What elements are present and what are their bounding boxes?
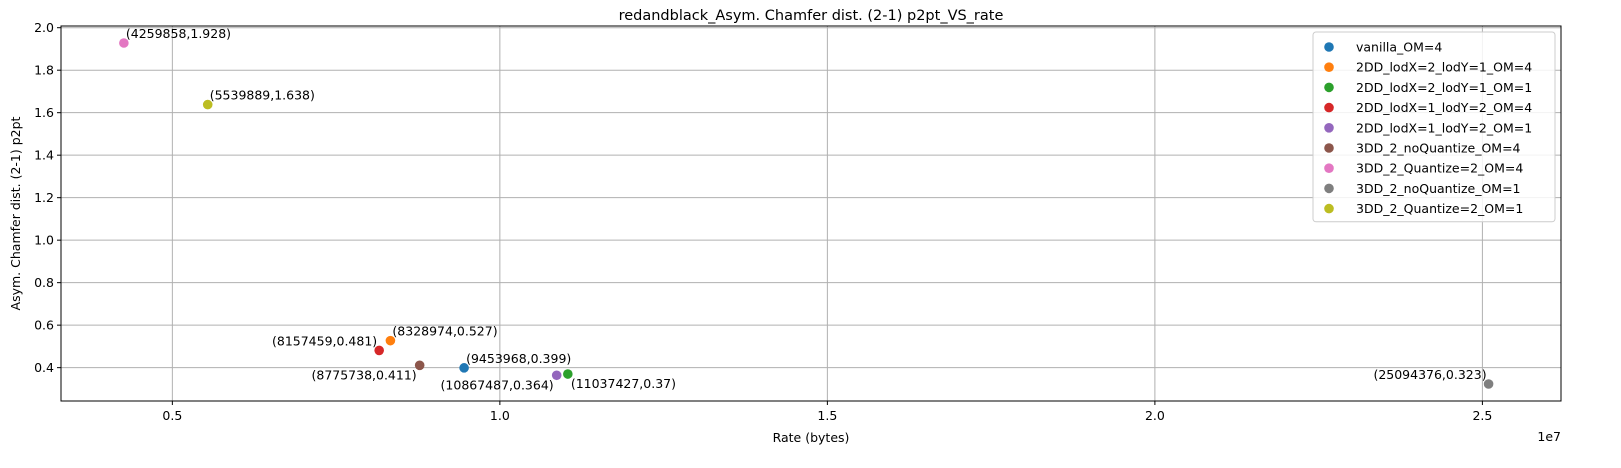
grid-lines <box>61 26 1561 401</box>
legend-marker <box>1324 102 1334 113</box>
y-tick-label: 1.8 <box>34 63 54 78</box>
legend-marker <box>1324 42 1334 52</box>
x-tick-label: 1.5 <box>817 408 837 423</box>
chart-title: redandblack_Asym. Chamfer dist. (2-1) p2… <box>619 8 1004 24</box>
legend-label: 3DD_2_noQuantize_OM=4 <box>1356 141 1521 156</box>
x-tick-label: 2.0 <box>1145 408 1165 423</box>
y-axis-ticks: 0.4 0.6 0.8 1.0 1.2 1.4 1.6 1.8 2.0 <box>34 20 61 375</box>
legend-marker <box>1324 143 1334 153</box>
data-point <box>414 360 425 371</box>
legend-label: 3DD_2_Quantize=2_OM=1 <box>1356 201 1523 216</box>
data-points <box>119 38 1494 389</box>
data-point <box>202 99 213 110</box>
y-tick-label: 1.2 <box>34 190 54 205</box>
x-tick-label: 1.0 <box>490 408 510 423</box>
legend-label: 3DD_2_noQuantize_OM=1 <box>1356 181 1521 196</box>
x-axis-ticks: 0.5 1.0 1.5 2.0 2.5 <box>162 401 1492 423</box>
y-tick-label: 0.6 <box>34 318 54 333</box>
data-point <box>459 363 469 373</box>
legend-label: vanilla_OM=4 <box>1356 40 1442 55</box>
data-point <box>374 345 384 356</box>
point-label: (4259858,1.928) <box>126 26 231 41</box>
legend-label: 3DD_2_Quantize=2_OM=4 <box>1356 161 1523 176</box>
data-point <box>119 38 129 48</box>
legend-marker <box>1324 123 1334 133</box>
legend-label: 2DD_lodX=1_lodY=2_OM=1 <box>1356 120 1532 135</box>
legend-marker <box>1324 183 1334 194</box>
y-tick-label: 1.4 <box>34 148 54 163</box>
x-axis-label: Rate (bytes) <box>773 430 850 445</box>
legend: vanilla_OM=4 2DD_lodX=2_lodY=1_OM=4 2DD_lo… <box>1312 31 1556 223</box>
y-tick-label: 1.0 <box>34 233 54 248</box>
data-point <box>551 370 562 381</box>
legend-marker <box>1324 82 1334 93</box>
y-tick-label: 1.6 <box>34 105 54 120</box>
legend-frame <box>1312 31 1556 223</box>
legend-marker <box>1324 62 1334 72</box>
point-label: (10867487,0.364) <box>441 377 554 392</box>
legend-label: 2DD_lodX=2_lodY=1_OM=4 <box>1356 60 1532 75</box>
y-tick-label: 2.0 <box>34 20 54 35</box>
y-tick-label: 0.4 <box>34 360 54 375</box>
point-label: (8775738,0.411) <box>311 367 416 382</box>
data-point <box>1483 379 1494 389</box>
x-axis-offset-label: 1e7 <box>1537 429 1561 444</box>
legend-marker <box>1324 163 1334 173</box>
point-label: (9453968,0.399) <box>466 351 571 366</box>
point-label: (5539889,1.638) <box>210 88 315 103</box>
plot-area-frame <box>60 25 1562 402</box>
data-point <box>385 335 396 346</box>
point-labels: (9453968,0.399) (8328974,0.527) (11037427,… <box>126 26 1487 392</box>
y-tick-label: 0.8 <box>34 275 54 290</box>
x-tick-label: 2.5 <box>1472 408 1492 423</box>
point-label: (25094376,0.323) <box>1373 367 1486 382</box>
legend-label: 2DD_lodX=1_lodY=2_OM=4 <box>1356 100 1532 115</box>
legend-marker <box>1324 203 1334 214</box>
point-label: (8157459,0.481) <box>272 333 377 348</box>
data-point <box>563 369 573 379</box>
point-label: (11037427,0.37) <box>571 376 676 391</box>
point-label: (8328974,0.527) <box>392 324 497 339</box>
x-tick-label: 0.5 <box>162 408 182 423</box>
y-axis-label: Asym. Chamfer dist. (2-1) p2pt <box>8 116 23 310</box>
legend-label: 2DD_lodX=2_lodY=1_OM=1 <box>1356 80 1532 95</box>
